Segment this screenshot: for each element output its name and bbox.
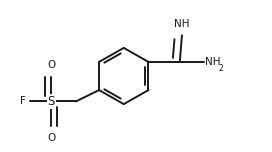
Text: NH: NH (205, 57, 221, 67)
Text: 2: 2 (218, 64, 223, 73)
Text: NH: NH (174, 19, 190, 29)
Text: S: S (48, 95, 55, 108)
Text: O: O (47, 133, 55, 143)
Text: F: F (20, 97, 26, 106)
Text: O: O (47, 60, 55, 70)
